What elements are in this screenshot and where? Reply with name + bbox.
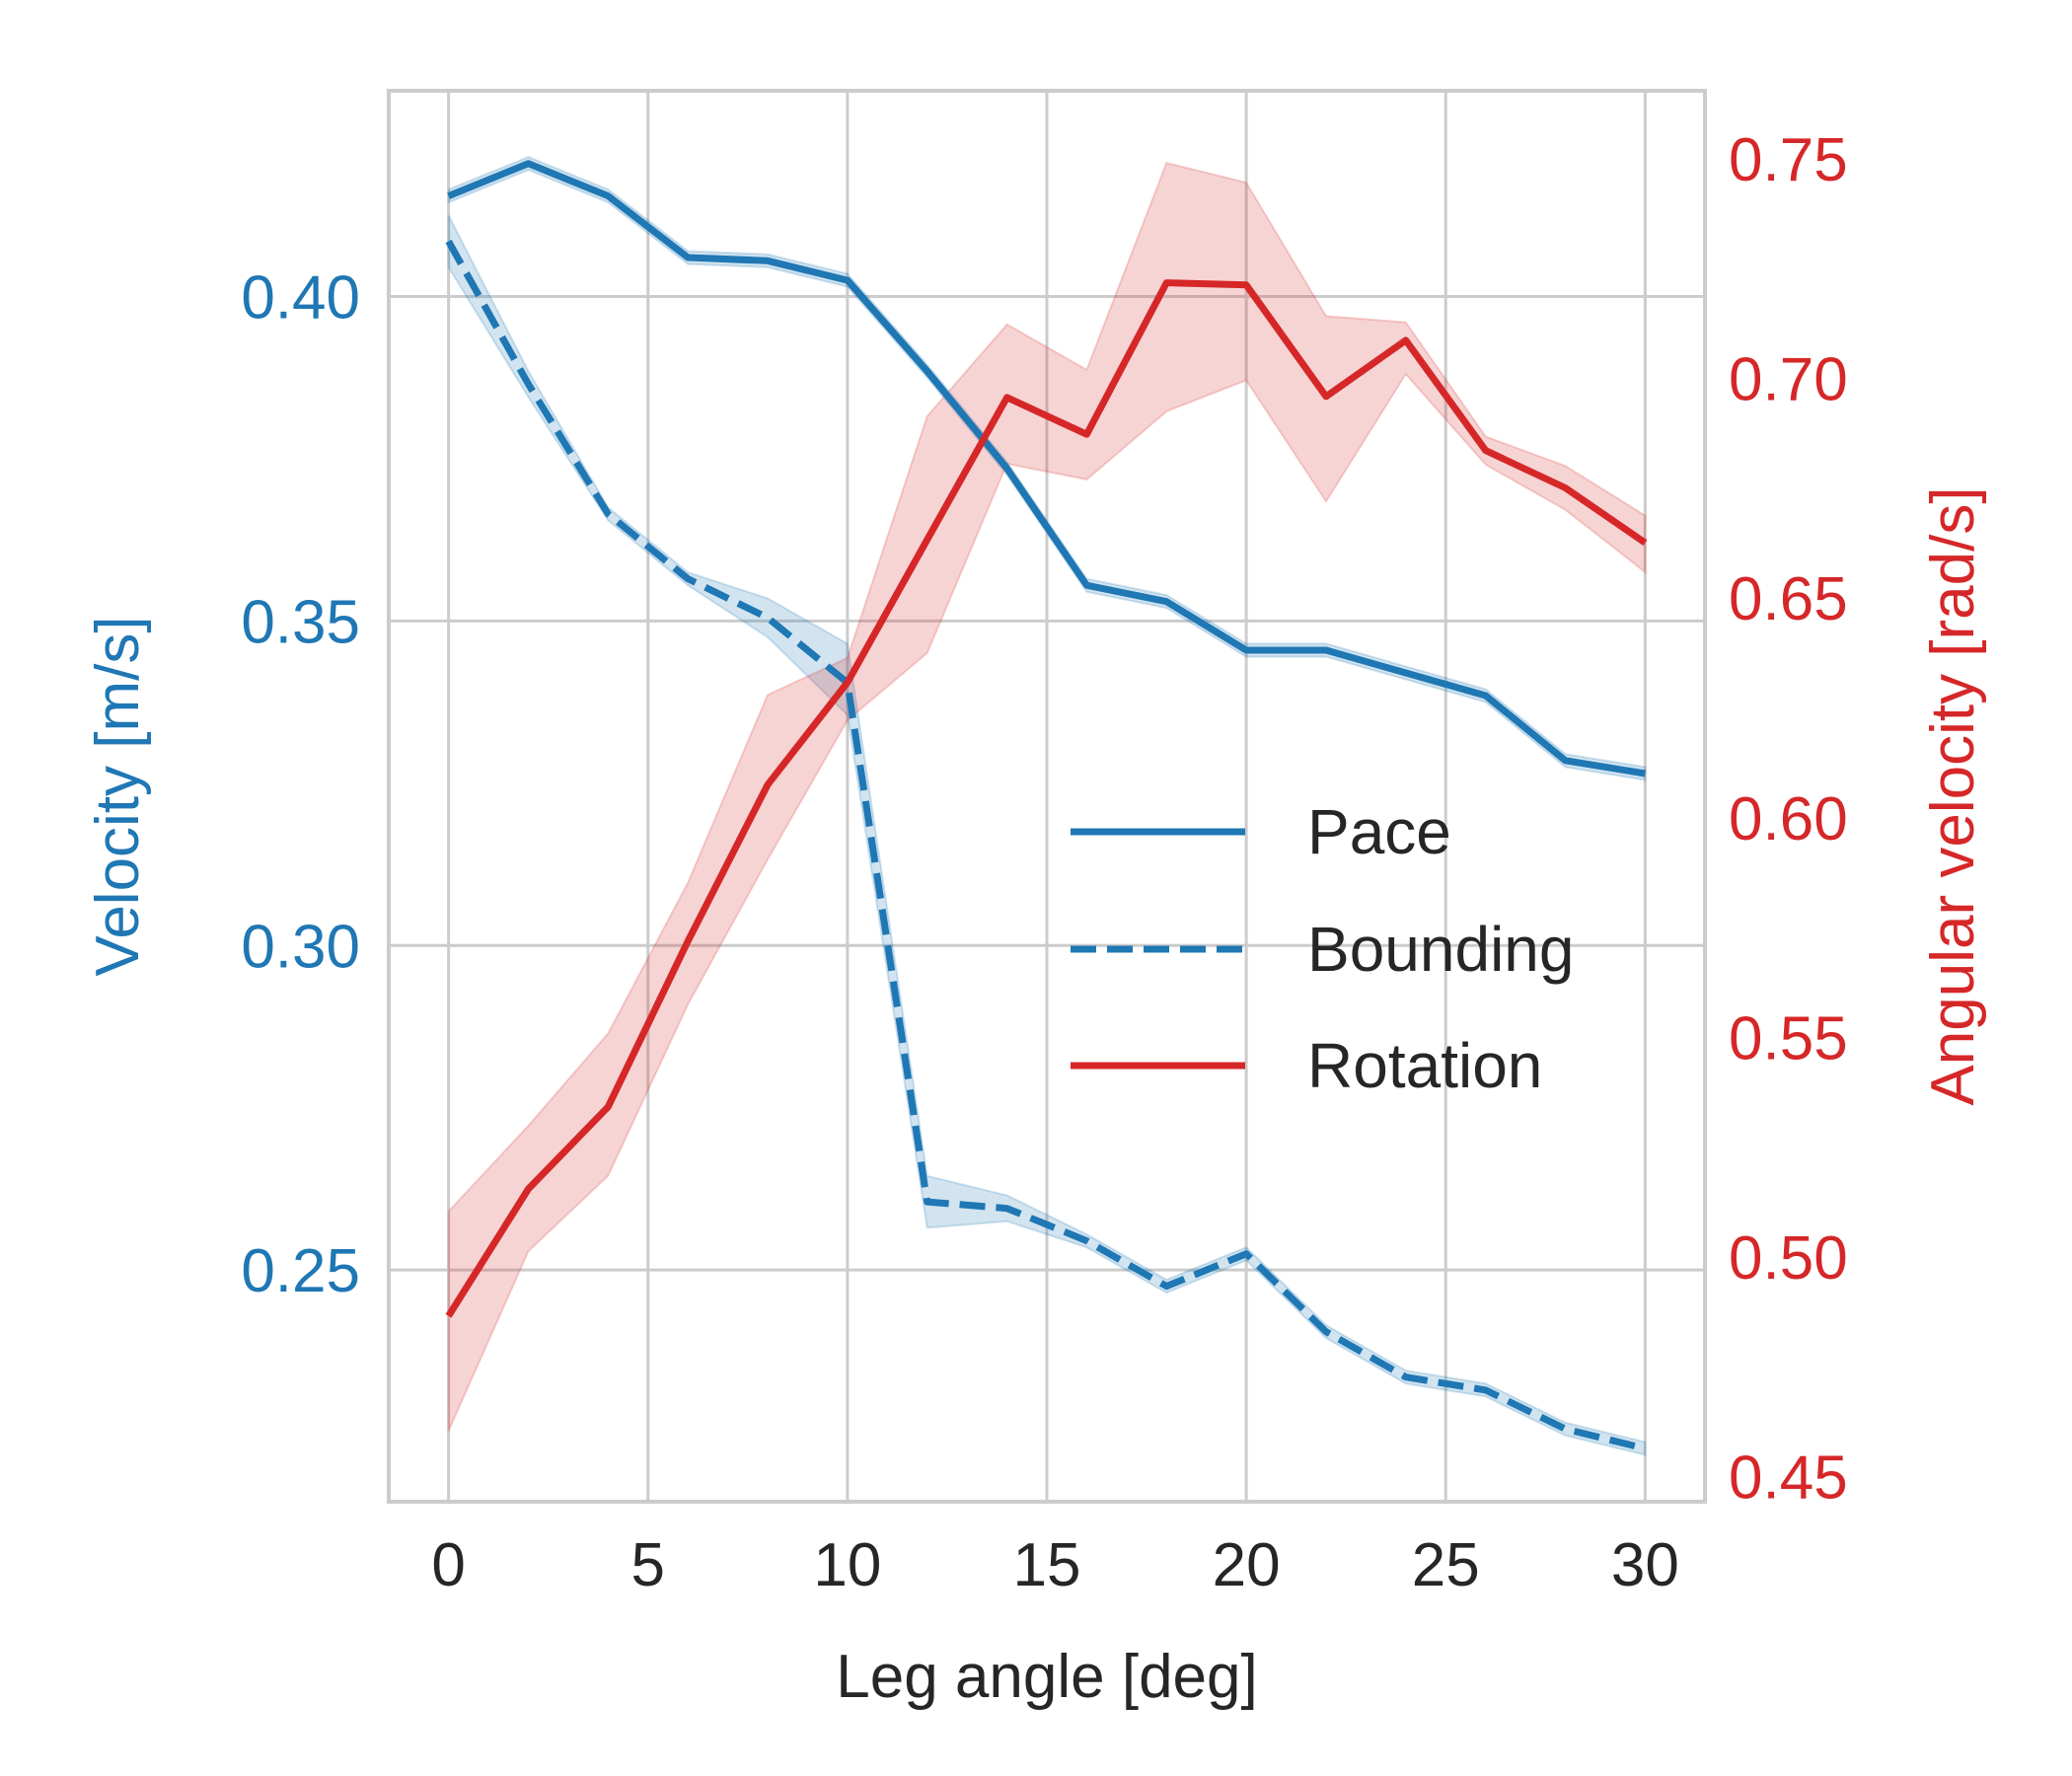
line-rotation <box>445 279 1648 1318</box>
series-lines <box>445 160 1648 1452</box>
x-axis-label: Leg angle [deg] <box>836 1643 1258 1711</box>
y-tick-label: 0.40 <box>241 264 360 333</box>
y2-axis-label: Angular velocity [rad/s] <box>1919 486 1987 1105</box>
band-pace <box>447 156 1647 781</box>
y-axis-label: Velocity [m/s] <box>84 616 152 976</box>
tick-labels: 0 5 10 15 20 25 30 0.25 0.30 0.35 0.40 0.45 0.50 0.55… <box>241 126 1847 1599</box>
line-bounding <box>445 239 1647 1452</box>
y-tick-label: 0.35 <box>241 588 360 656</box>
y2-tick-label: 0.55 <box>1729 1004 1848 1073</box>
plot-frame <box>387 89 1707 1504</box>
x-tick-label: 5 <box>631 1531 665 1599</box>
legend-label-rotation: Rotation <box>1307 1030 1542 1101</box>
y-tick-label: 0.25 <box>241 1237 360 1305</box>
legend: Pace Bounding Rotation <box>1071 796 1574 1101</box>
y2-tick-label: 0.45 <box>1729 1444 1848 1513</box>
x-tick-label: 15 <box>1013 1531 1081 1599</box>
x-tick-label: 20 <box>1213 1531 1281 1599</box>
x-tick-label: 0 <box>431 1531 465 1599</box>
y2-tick-label: 0.65 <box>1729 565 1848 633</box>
y2-tick-label: 0.60 <box>1729 785 1848 853</box>
grid-layer <box>389 91 1705 1502</box>
legend-label-pace: Pace <box>1307 796 1451 867</box>
y2-tick-label: 0.70 <box>1729 346 1848 414</box>
band-bounding <box>447 214 1647 1456</box>
y2-tick-label: 0.75 <box>1729 126 1848 194</box>
y-tick-label: 0.30 <box>241 913 360 981</box>
x-tick-label: 10 <box>813 1531 881 1599</box>
y2-tick-label: 0.50 <box>1729 1224 1848 1293</box>
x-tick-label: 30 <box>1611 1531 1679 1599</box>
legend-label-bounding: Bounding <box>1307 914 1574 985</box>
line-pace <box>447 160 1646 777</box>
x-tick-label: 25 <box>1412 1531 1480 1599</box>
